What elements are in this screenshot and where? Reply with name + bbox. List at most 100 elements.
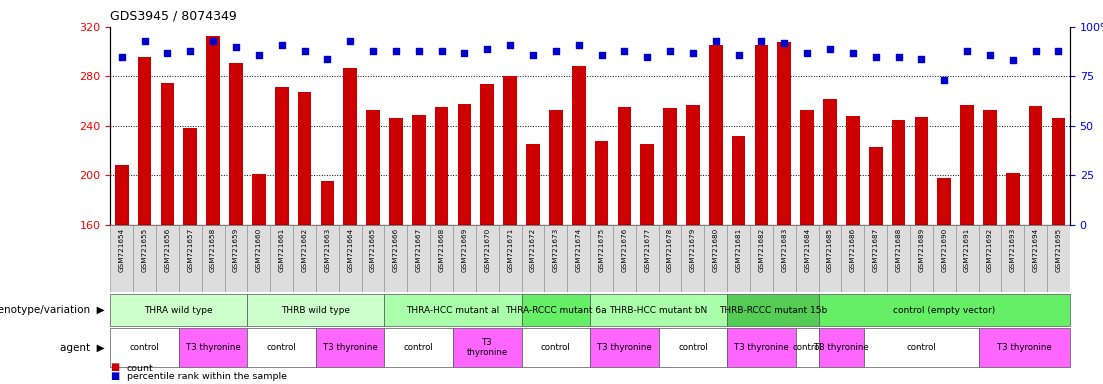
Text: GSM721690: GSM721690 xyxy=(941,228,947,272)
Bar xyxy=(795,328,818,367)
Point xyxy=(821,46,839,52)
Bar xyxy=(229,63,243,384)
Bar xyxy=(658,328,727,367)
Bar xyxy=(750,225,773,292)
Text: T3 thyronine: T3 thyronine xyxy=(814,343,869,352)
Text: agent  ▶: agent ▶ xyxy=(61,343,105,353)
Bar xyxy=(133,225,156,292)
Bar xyxy=(366,110,379,384)
Point xyxy=(227,43,245,50)
Bar xyxy=(842,225,865,292)
Bar xyxy=(339,225,362,292)
Bar xyxy=(298,93,311,384)
Bar xyxy=(475,225,499,292)
Bar xyxy=(978,225,1002,292)
Bar xyxy=(1051,118,1065,384)
Bar xyxy=(571,66,586,384)
Text: THRA-HCC mutant al: THRA-HCC mutant al xyxy=(406,306,500,314)
Point xyxy=(730,51,748,58)
Text: THRB-RCCC mutant 15b: THRB-RCCC mutant 15b xyxy=(719,306,827,314)
Text: ■: ■ xyxy=(110,371,119,381)
Bar xyxy=(961,105,974,384)
Bar xyxy=(275,88,289,384)
Bar xyxy=(458,104,471,384)
Bar xyxy=(110,328,179,367)
Text: GSM721656: GSM721656 xyxy=(164,228,171,272)
Point xyxy=(775,40,793,46)
Bar xyxy=(522,294,590,326)
Point xyxy=(982,51,999,58)
Point xyxy=(479,46,496,52)
Bar xyxy=(545,225,567,292)
Bar xyxy=(435,107,449,384)
Point xyxy=(181,48,200,54)
Bar xyxy=(635,225,658,292)
Text: GSM721673: GSM721673 xyxy=(553,228,559,272)
Bar xyxy=(411,115,426,384)
Bar xyxy=(818,294,1070,326)
Text: THRA wild type: THRA wild type xyxy=(144,306,213,314)
Text: GSM721666: GSM721666 xyxy=(393,228,399,272)
Text: THRA-RCCC mutant 6a: THRA-RCCC mutant 6a xyxy=(505,306,607,314)
Bar xyxy=(754,45,769,384)
Text: GSM721671: GSM721671 xyxy=(507,228,513,272)
Bar xyxy=(453,328,522,367)
Text: control: control xyxy=(907,343,936,352)
Bar xyxy=(321,181,334,384)
Bar xyxy=(938,178,951,384)
Bar xyxy=(978,328,1070,367)
Text: GSM721695: GSM721695 xyxy=(1056,228,1061,272)
Bar xyxy=(773,225,795,292)
Bar xyxy=(110,294,247,326)
Text: GSM721680: GSM721680 xyxy=(713,228,719,272)
Bar xyxy=(1029,106,1042,384)
Bar xyxy=(156,225,179,292)
Bar xyxy=(270,225,293,292)
Bar xyxy=(343,68,357,384)
Point xyxy=(662,48,679,54)
Bar xyxy=(385,225,407,292)
Bar xyxy=(663,108,677,384)
Text: T3 thyronine: T3 thyronine xyxy=(185,343,240,352)
Bar xyxy=(846,116,859,384)
Point xyxy=(296,48,313,54)
Text: GSM721665: GSM721665 xyxy=(370,228,376,272)
Text: GSM721688: GSM721688 xyxy=(896,228,901,272)
Bar xyxy=(138,56,151,384)
Point xyxy=(342,38,360,44)
Bar xyxy=(795,225,818,292)
Point xyxy=(844,50,861,56)
Bar xyxy=(1025,225,1047,292)
Bar xyxy=(818,328,865,367)
Text: GSM721663: GSM721663 xyxy=(324,228,331,272)
Bar xyxy=(590,294,727,326)
Bar xyxy=(727,225,750,292)
Bar xyxy=(526,144,539,384)
Bar xyxy=(247,225,270,292)
Text: GSM721672: GSM721672 xyxy=(529,228,536,272)
Bar xyxy=(727,328,795,367)
Bar xyxy=(247,294,385,326)
Bar xyxy=(247,328,315,367)
Bar xyxy=(705,225,727,292)
Bar xyxy=(686,105,699,384)
Point xyxy=(272,41,290,48)
Bar xyxy=(641,144,654,384)
Text: control: control xyxy=(130,343,160,352)
Bar xyxy=(613,225,635,292)
Bar xyxy=(293,225,315,292)
Text: ■: ■ xyxy=(110,362,119,372)
Bar xyxy=(362,225,385,292)
Point xyxy=(752,38,770,44)
Bar xyxy=(389,118,403,384)
Text: GSM721658: GSM721658 xyxy=(210,228,216,272)
Bar xyxy=(709,45,722,384)
Text: control: control xyxy=(540,343,570,352)
Bar xyxy=(225,225,247,292)
Text: genotype/variation  ▶: genotype/variation ▶ xyxy=(0,305,105,315)
Point xyxy=(387,48,405,54)
Bar xyxy=(183,128,197,384)
Text: GSM721681: GSM721681 xyxy=(736,228,741,272)
Text: GSM721694: GSM721694 xyxy=(1032,228,1039,272)
Bar xyxy=(110,225,133,292)
